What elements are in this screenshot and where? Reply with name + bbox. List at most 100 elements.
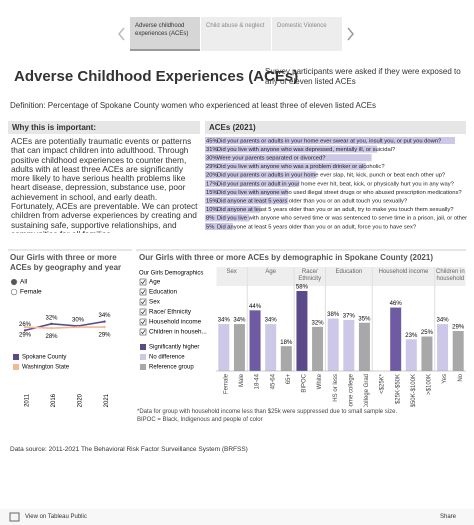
radio-label[interactable]: Female bbox=[20, 289, 42, 296]
bar bbox=[205, 197, 289, 205]
x-tick-label: <$25K* bbox=[380, 373, 386, 394]
checkbox[interactable] bbox=[139, 278, 147, 286]
share-button[interactable]: Share bbox=[440, 514, 457, 520]
checkbox[interactable] bbox=[139, 288, 147, 296]
next-arrow[interactable] bbox=[347, 27, 354, 41]
bar bbox=[205, 188, 289, 196]
checkbox[interactable] bbox=[139, 318, 147, 326]
x-tick-label: 18-44 bbox=[255, 373, 261, 389]
category-label: Did anyone at least 5 years older than y… bbox=[217, 199, 408, 205]
bar bbox=[205, 171, 317, 179]
category-label: Did your parents or adult in your home e… bbox=[217, 181, 455, 187]
tab[interactable]: Adverse childhood experiences (ACEs) bbox=[130, 17, 200, 51]
checkmark bbox=[140, 279, 146, 285]
checkbox-label[interactable]: Race/ Ethnicity bbox=[149, 309, 192, 316]
point bbox=[23, 329, 27, 332]
value-label: 29% bbox=[206, 164, 218, 170]
prev-arrow[interactable] bbox=[118, 27, 125, 41]
value-label: 30% bbox=[72, 318, 85, 324]
definition: Definition: Percentage of Spokane County… bbox=[10, 101, 376, 110]
subtitle: Survey participants were asked if they w… bbox=[265, 67, 461, 86]
group-header: Age bbox=[265, 269, 277, 275]
value-label: 17% bbox=[206, 181, 218, 187]
radio[interactable] bbox=[10, 288, 18, 296]
value-label: 45% bbox=[206, 138, 218, 144]
checkmark bbox=[140, 319, 146, 325]
checkbox[interactable] bbox=[139, 298, 147, 306]
bar bbox=[327, 318, 339, 371]
checkbox[interactable] bbox=[139, 308, 147, 316]
importance-text: ACEs are potentially traumatic events or… bbox=[11, 137, 198, 233]
value-label: 31% bbox=[206, 147, 218, 153]
value-label: 32% bbox=[312, 320, 325, 326]
tab[interactable]: Child abuse & neglect bbox=[201, 17, 271, 51]
radio-label[interactable]: All bbox=[20, 279, 28, 286]
legend-label: Significantly higher bbox=[149, 345, 199, 351]
category-label: Did your parents or adults in your home … bbox=[217, 173, 446, 179]
value-label: 35% bbox=[358, 316, 371, 322]
value-label: 10% bbox=[206, 207, 218, 213]
checkmark bbox=[140, 329, 146, 335]
bar-area: 34% Female 34% Male 44% 18-44 34% 45-64 18% 65+ 58… bbox=[216, 267, 466, 407]
bar bbox=[312, 326, 324, 371]
checkbox[interactable] bbox=[139, 328, 147, 336]
x-tick-label: 65+ bbox=[286, 374, 292, 385]
group-header-bg bbox=[372, 267, 435, 286]
radio[interactable] bbox=[10, 278, 18, 286]
bar bbox=[296, 291, 308, 371]
line-chart: All Female 2011 2016 2020 2021 26% 32% 30% 34% Spo… bbox=[10, 278, 111, 407]
legend-label: Washington State bbox=[22, 365, 70, 371]
value-label: 34% bbox=[437, 318, 450, 324]
x-tick-label: Some college bbox=[348, 373, 354, 407]
group-header: Children in household bbox=[436, 269, 465, 282]
bar bbox=[233, 324, 245, 371]
footnote: BIPOC = Black, Indigenous and people of … bbox=[137, 417, 263, 423]
value-label: 8% bbox=[206, 216, 214, 222]
tableau-icon[interactable] bbox=[9, 512, 20, 522]
checkbox-label[interactable]: Education bbox=[149, 289, 178, 296]
legend-swatch bbox=[140, 344, 146, 350]
section-header: ACEs (2021) bbox=[205, 121, 466, 134]
point bbox=[76, 325, 80, 329]
bar bbox=[280, 346, 292, 371]
filter-title: Our Girls Demographics bbox=[139, 271, 203, 277]
demographic-chart: 34% Female 34% Male 44% 18-44 34% 45-64 18% 65+ 58… bbox=[216, 267, 466, 407]
checkbox-label[interactable]: Age bbox=[149, 279, 161, 286]
x-tick-label: Yes bbox=[442, 374, 448, 384]
aces-chart: 45% Did your parents or adults in your ho… bbox=[205, 137, 467, 230]
tab[interactable]: Domestic Violence bbox=[272, 17, 342, 51]
value-label: 29% bbox=[452, 325, 465, 331]
legend-swatch bbox=[140, 354, 146, 360]
x-tick-label: Male bbox=[239, 373, 245, 387]
x-tick-label: White bbox=[317, 373, 323, 389]
checkbox-label[interactable]: Household income bbox=[149, 319, 202, 326]
x-tick-label: College Grad bbox=[364, 374, 370, 407]
bar bbox=[218, 324, 230, 371]
checkmark bbox=[140, 289, 146, 295]
x-tick-label: 2021 bbox=[104, 393, 110, 407]
value-label: 38% bbox=[327, 312, 340, 318]
value-label: 30% bbox=[206, 156, 218, 162]
point bbox=[50, 322, 53, 325]
value-label: 29% bbox=[19, 333, 32, 339]
chart-title: Our Girls with three or more ACEs by geo… bbox=[10, 253, 122, 272]
checkbox-label[interactable]: Children in househ... bbox=[149, 329, 207, 336]
bar bbox=[405, 339, 417, 371]
x-tick-label: 2016 bbox=[51, 393, 57, 407]
x-tick-label: Female bbox=[223, 373, 229, 394]
bar bbox=[390, 307, 402, 371]
value-label: 34% bbox=[233, 318, 246, 324]
x-tick-label: HS or less bbox=[333, 374, 339, 402]
x-tick-label: $25K-$50K bbox=[395, 374, 401, 404]
point bbox=[50, 327, 53, 330]
value-label: 32% bbox=[45, 315, 58, 321]
value-label: 18% bbox=[280, 340, 293, 346]
category-label: Did your parents or adults in your home … bbox=[217, 138, 442, 144]
checkbox-label[interactable]: Sex bbox=[149, 299, 161, 306]
value-label: 20% bbox=[206, 173, 218, 179]
bar bbox=[421, 336, 433, 371]
category-label: Did you live with anyone who was depress… bbox=[217, 147, 396, 153]
legend-swatch bbox=[13, 354, 19, 360]
footer-link[interactable]: View on Tableau Public bbox=[25, 514, 87, 520]
x-tick-label: 2020 bbox=[78, 393, 84, 407]
